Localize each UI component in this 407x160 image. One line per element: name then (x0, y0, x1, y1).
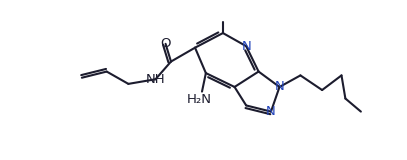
Text: H₂N: H₂N (187, 93, 212, 106)
Text: N: N (266, 105, 276, 118)
Text: O: O (160, 37, 171, 50)
Text: N: N (275, 80, 284, 93)
Text: N: N (241, 40, 251, 53)
Text: NH: NH (146, 73, 165, 86)
